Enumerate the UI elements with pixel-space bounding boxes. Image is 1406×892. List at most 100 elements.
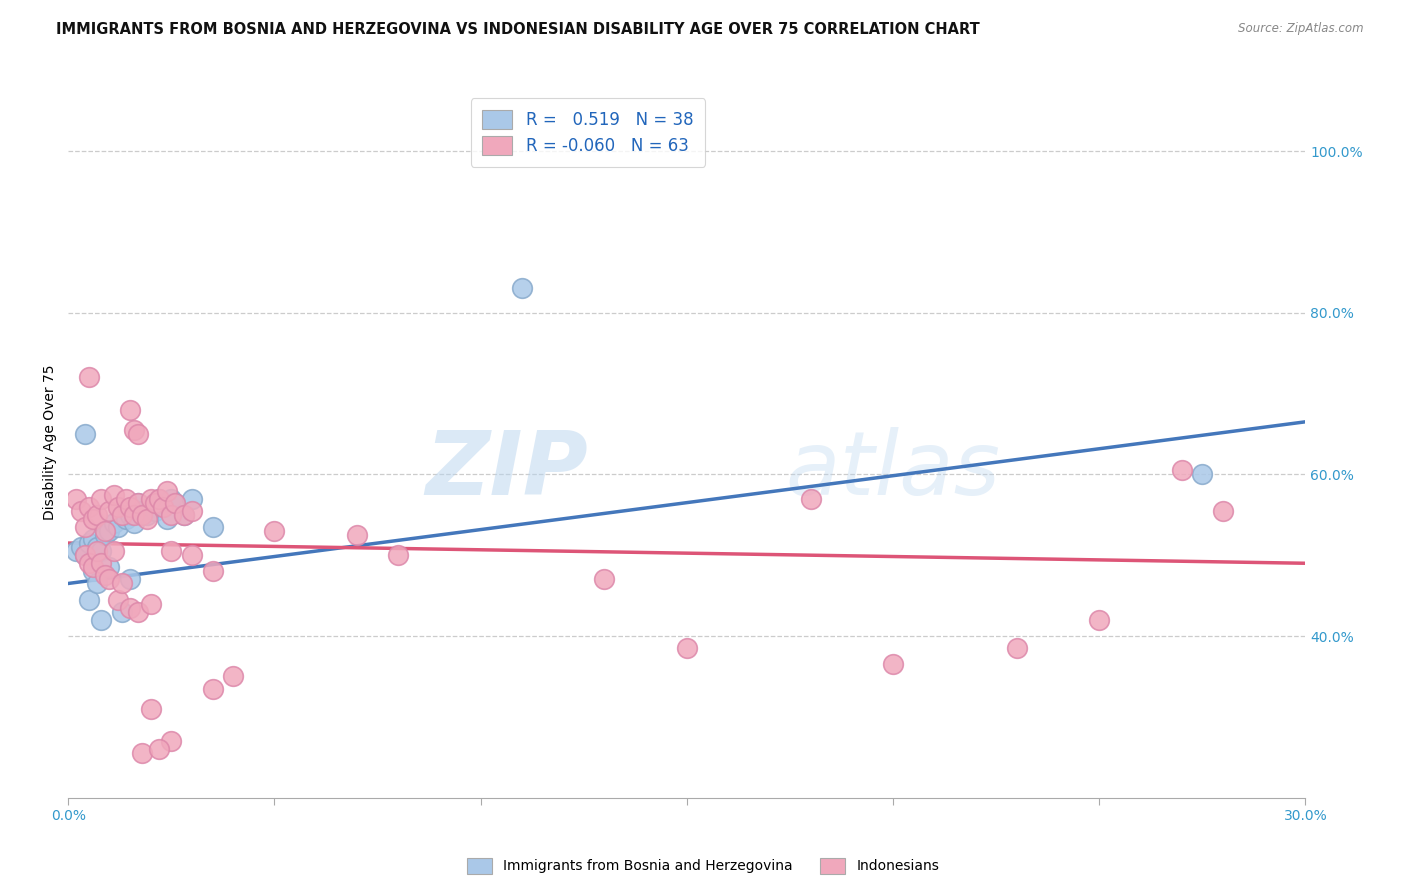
Point xyxy=(1170,463,1192,477)
Point xyxy=(94,528,117,542)
Point xyxy=(148,491,170,506)
Point xyxy=(181,504,204,518)
Point xyxy=(263,524,285,538)
Point xyxy=(103,487,125,501)
Point xyxy=(94,524,117,538)
Point xyxy=(77,536,100,550)
Point xyxy=(82,560,104,574)
Point xyxy=(143,504,166,518)
Point xyxy=(882,657,904,672)
Point xyxy=(98,504,121,518)
Point xyxy=(156,483,179,498)
Point xyxy=(103,516,125,530)
Point xyxy=(107,592,129,607)
Point xyxy=(115,491,138,506)
Point xyxy=(77,592,100,607)
Point xyxy=(181,548,204,562)
Point xyxy=(135,508,157,522)
Point xyxy=(135,512,157,526)
Point xyxy=(387,548,409,562)
Point xyxy=(131,504,153,518)
Point xyxy=(152,500,174,514)
Legend: Immigrants from Bosnia and Herzegovina, Indonesians: Immigrants from Bosnia and Herzegovina, … xyxy=(460,851,946,880)
Point xyxy=(82,565,104,579)
Point xyxy=(90,556,112,570)
Point xyxy=(127,605,149,619)
Point xyxy=(148,491,170,506)
Point xyxy=(115,512,138,526)
Point xyxy=(86,508,108,522)
Point xyxy=(107,500,129,514)
Point xyxy=(143,495,166,509)
Point xyxy=(201,681,224,696)
Point xyxy=(86,540,108,554)
Point xyxy=(103,544,125,558)
Point xyxy=(148,742,170,756)
Point xyxy=(510,281,533,295)
Point xyxy=(201,520,224,534)
Point xyxy=(82,532,104,546)
Point xyxy=(160,734,183,748)
Point xyxy=(65,544,87,558)
Point xyxy=(156,512,179,526)
Point xyxy=(107,520,129,534)
Point xyxy=(593,573,616,587)
Point xyxy=(139,491,162,506)
Y-axis label: Disability Age Over 75: Disability Age Over 75 xyxy=(44,364,58,520)
Point xyxy=(73,548,96,562)
Point xyxy=(1212,504,1234,518)
Point xyxy=(160,508,183,522)
Point xyxy=(65,491,87,506)
Point xyxy=(111,576,134,591)
Point xyxy=(73,426,96,441)
Point xyxy=(122,508,145,522)
Point xyxy=(127,495,149,509)
Point xyxy=(111,508,134,522)
Point xyxy=(181,491,204,506)
Point xyxy=(77,500,100,514)
Text: Source: ZipAtlas.com: Source: ZipAtlas.com xyxy=(1239,22,1364,36)
Point xyxy=(173,508,195,522)
Point xyxy=(90,613,112,627)
Point xyxy=(77,370,100,384)
Point xyxy=(1191,467,1213,482)
Point xyxy=(131,746,153,760)
Point xyxy=(111,605,134,619)
Text: atlas: atlas xyxy=(786,427,1001,514)
Text: IMMIGRANTS FROM BOSNIA AND HERZEGOVINA VS INDONESIAN DISABILITY AGE OVER 75 CORR: IMMIGRANTS FROM BOSNIA AND HERZEGOVINA V… xyxy=(56,22,980,37)
Point xyxy=(152,500,174,514)
Point xyxy=(86,544,108,558)
Point xyxy=(201,565,224,579)
Point xyxy=(82,512,104,526)
Point xyxy=(139,500,162,514)
Point xyxy=(94,568,117,582)
Point xyxy=(90,544,112,558)
Point xyxy=(675,641,697,656)
Text: ZIP: ZIP xyxy=(425,427,588,514)
Point xyxy=(346,528,368,542)
Point xyxy=(173,508,195,522)
Point xyxy=(120,573,142,587)
Point xyxy=(98,560,121,574)
Point xyxy=(160,544,183,558)
Point xyxy=(127,495,149,509)
Point xyxy=(69,504,91,518)
Point xyxy=(120,508,142,522)
Point xyxy=(131,508,153,522)
Point xyxy=(139,597,162,611)
Point xyxy=(139,702,162,716)
Point xyxy=(73,520,96,534)
Point xyxy=(69,540,91,554)
Point xyxy=(86,576,108,591)
Point xyxy=(120,500,142,514)
Point xyxy=(1088,613,1111,627)
Point xyxy=(127,426,149,441)
Point xyxy=(90,491,112,506)
Point xyxy=(77,556,100,570)
Point xyxy=(165,495,187,509)
Legend: R =   0.519   N = 38, R = -0.060   N = 63: R = 0.519 N = 38, R = -0.060 N = 63 xyxy=(471,98,704,167)
Point xyxy=(98,524,121,538)
Point xyxy=(98,573,121,587)
Point xyxy=(160,491,183,506)
Point xyxy=(73,548,96,562)
